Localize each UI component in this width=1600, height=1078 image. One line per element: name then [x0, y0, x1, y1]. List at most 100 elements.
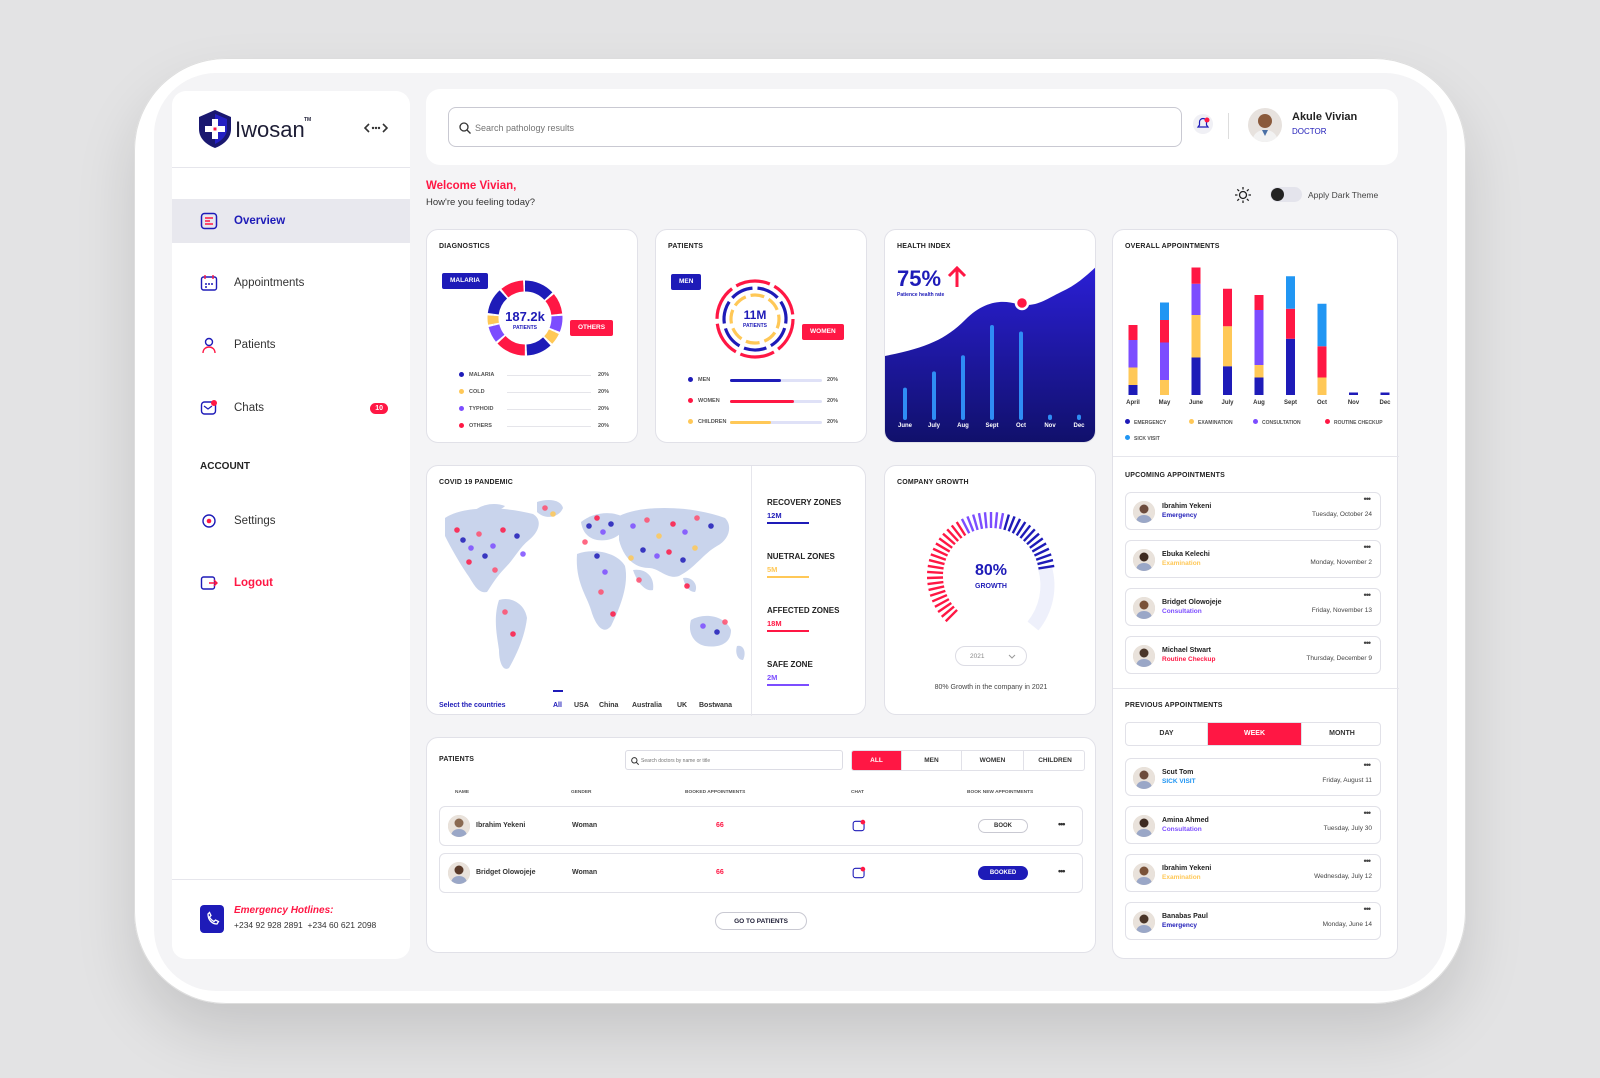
chat-icon[interactable]: [852, 866, 866, 882]
appointment-name: Bridget Olowojeje: [1162, 599, 1222, 606]
growth-value: 80%: [974, 562, 1008, 579]
patients-search-input[interactable]: [641, 755, 837, 766]
progress-fill: [730, 421, 772, 424]
col-chat: CHAT: [851, 790, 864, 795]
book-button[interactable]: BOOK: [978, 819, 1028, 833]
more-icon[interactable]: •••: [1363, 904, 1372, 914]
search-box[interactable]: [448, 107, 1182, 147]
filter-men[interactable]: MEN: [902, 751, 962, 770]
world-map: [445, 500, 745, 669]
nav-overview[interactable]: Overview: [172, 199, 410, 243]
user-role: DOCTOR: [1292, 127, 1327, 136]
year-select[interactable]: 2021: [955, 646, 1027, 666]
more-icon[interactable]: •••: [1363, 638, 1372, 648]
notification-bell-icon[interactable]: [1192, 113, 1214, 140]
appointment-item[interactable]: Ebuka Kelechi Examination Monday, November…: [1125, 540, 1381, 578]
patients-ring-chart: [715, 279, 795, 359]
legend-value: 20%: [826, 398, 838, 404]
patients-search-box[interactable]: [625, 750, 843, 770]
zone-stat: AFFECTED ZONES 18M: [767, 606, 839, 632]
country-tab[interactable]: China: [599, 702, 619, 709]
growth-caption: 80% Growth in the company in 2021: [934, 684, 1048, 691]
top-bar: Akule Vivian DOCTOR: [426, 89, 1398, 165]
zone-name: AFFECTED ZONES: [767, 606, 840, 615]
gauge-tick: [928, 585, 945, 592]
more-icon[interactable]: •••: [1363, 856, 1372, 866]
more-icon[interactable]: •••: [1363, 760, 1372, 770]
legend-line: [507, 392, 591, 393]
tab-week[interactable]: WEEK: [1208, 723, 1302, 745]
tab-month[interactable]: MONTH: [1329, 730, 1355, 737]
tab-day[interactable]: DAY: [1126, 723, 1208, 745]
map-hotspot: [610, 611, 616, 617]
welcome-greeting: Welcome Vivian,: [426, 180, 517, 192]
country-tab[interactable]: Australia: [632, 702, 662, 709]
ring-segment: [715, 279, 795, 359]
appointments-panel: OVERALL APPOINTMENTS April May June July Aug…: [1112, 229, 1399, 959]
table-row[interactable]: Ibrahim Yekeni Woman 66 BOOK •••: [439, 806, 1083, 846]
nav-patients[interactable]: Patients: [172, 323, 410, 367]
gauge-tick: [1022, 528, 1036, 542]
appointment-item[interactable]: Bridget Olowojeje Consultation Friday, Nov…: [1125, 588, 1381, 626]
gauge-tick: [932, 547, 949, 557]
country-tab[interactable]: Bostwana: [699, 702, 733, 709]
month-label: Dec: [1073, 423, 1085, 429]
legend-line: [507, 426, 591, 427]
gauge-tick: [950, 524, 963, 539]
more-icon[interactable]: •••: [1058, 866, 1066, 876]
filter-all[interactable]: ALL: [852, 751, 902, 770]
emergency-numbers: +234 92 928 2891 +234 60 621 2098: [234, 920, 377, 930]
stack-segment: [1254, 295, 1264, 310]
avatar[interactable]: [1248, 108, 1282, 142]
collapse-toggle-icon[interactable]: [363, 121, 389, 139]
chat-icon[interactable]: [852, 819, 866, 835]
diagnostics-card: DIAGNOSTICS 187.2k PATIENTS MALARIA OTHE…: [426, 229, 638, 443]
appointment-item[interactable]: Ibrahim Yekeni Emergency Tuesday, October …: [1125, 492, 1381, 530]
more-icon[interactable]: •••: [1363, 590, 1372, 600]
appointment-item[interactable]: Scut Tom SICK VISIT Friday, August 11 •••: [1125, 758, 1381, 796]
appointment-item[interactable]: Banabas Paul Emergency Monday, June 14 •••: [1125, 902, 1381, 940]
filter-children[interactable]: CHILDREN: [1038, 757, 1072, 764]
diagnostics-donut: [487, 280, 563, 356]
health-bar: [903, 387, 907, 420]
legend-progress-bar: [730, 379, 822, 382]
gauge-tick: [930, 553, 947, 561]
search-input[interactable]: [475, 119, 1165, 137]
map-hotspot: [692, 545, 698, 551]
nav-settings[interactable]: Settings: [172, 499, 410, 543]
nav-logout[interactable]: Logout: [172, 561, 410, 605]
nav-overview-label: Overview: [234, 215, 286, 227]
filter-women[interactable]: WOMEN: [962, 751, 1024, 770]
more-icon[interactable]: •••: [1363, 542, 1372, 552]
stack-segment: [1286, 308, 1295, 339]
gauge-tick: [944, 609, 958, 623]
appointment-item[interactable]: Ibrahim Yekeni Examination Wednesday, July…: [1125, 854, 1381, 892]
nav-appointments[interactable]: Appointments: [172, 261, 410, 305]
legend-item: ROUTINE CHECKUP: [1325, 419, 1383, 426]
malaria-tag: MALARIA: [442, 273, 488, 289]
more-icon[interactable]: •••: [1363, 808, 1372, 818]
map-hotspot: [594, 553, 600, 559]
stack-segment: [1191, 315, 1201, 358]
appointment-item[interactable]: Michael Stwart Routine Checkup Thursday, D…: [1125, 636, 1381, 674]
more-icon[interactable]: •••: [1363, 494, 1372, 504]
country-tab[interactable]: All: [553, 702, 562, 709]
map-hotspot: [628, 555, 634, 561]
map-hotspot: [714, 629, 720, 635]
more-icon[interactable]: •••: [1058, 819, 1066, 829]
appointment-name: Michael Stwart: [1162, 647, 1212, 654]
col-name: NAME: [455, 790, 470, 795]
go-to-patients-button[interactable]: GO TO PATIENTS: [715, 912, 807, 930]
period-tabs: DAY WEEK MONTH: [1125, 722, 1381, 746]
country-tab[interactable]: USA: [574, 702, 589, 709]
appointment-item[interactable]: Amina Ahmed Consultation Tuesday, July 30 •…: [1125, 806, 1381, 844]
stack-segment: [1254, 310, 1264, 365]
legend-dot: [1125, 419, 1130, 424]
booked-button[interactable]: BOOKED: [978, 866, 1028, 880]
table-row[interactable]: Bridget Olowojeje Woman 66 BOOKED •••: [439, 853, 1083, 893]
nav-appointments-label: Appointments: [234, 277, 305, 289]
nav-chats[interactable]: Chats 10: [172, 386, 410, 430]
dark-theme-toggle[interactable]: [1270, 187, 1302, 202]
appointment-date: Tuesday, July 30: [1323, 825, 1372, 832]
country-tab[interactable]: UK: [677, 702, 688, 709]
